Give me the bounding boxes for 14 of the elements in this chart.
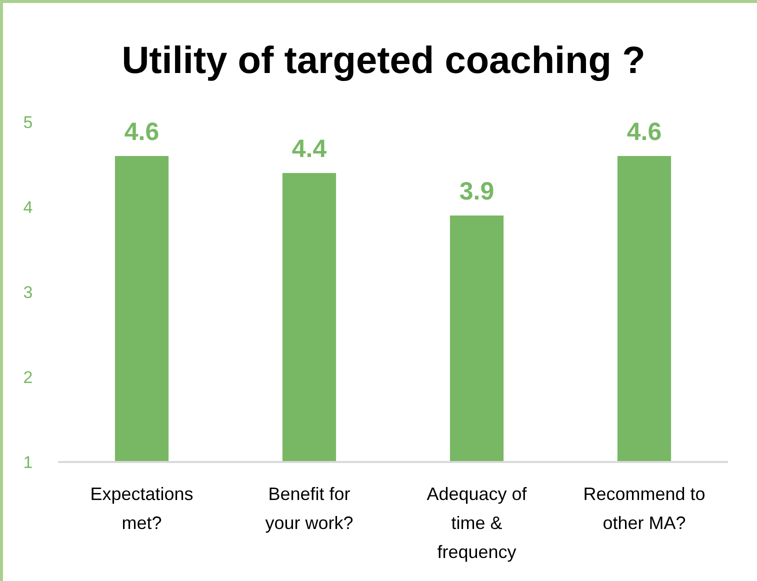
chart-title: Utility of targeted coaching ?	[122, 40, 646, 82]
y-tick-label: 5	[23, 112, 33, 132]
x-tick-label: Adequacy of time & frequency	[426, 484, 528, 562]
x-tick-label: Recommend to other MA?	[583, 484, 706, 533]
y-tick-label: 3	[23, 282, 33, 302]
y-tick-label: 4	[23, 198, 33, 217]
x-tick-label: Expectations met?	[90, 484, 194, 533]
data-label: 4.4	[292, 135, 327, 163]
data-label: 4.6	[124, 118, 160, 146]
y-tick-label: 2	[23, 368, 33, 387]
x-tick-label: Benefit for your work?	[265, 484, 354, 533]
data-label: 3.9	[459, 178, 494, 206]
y-tick-label: 1	[23, 452, 33, 472]
data-label: 4.6	[626, 118, 662, 146]
